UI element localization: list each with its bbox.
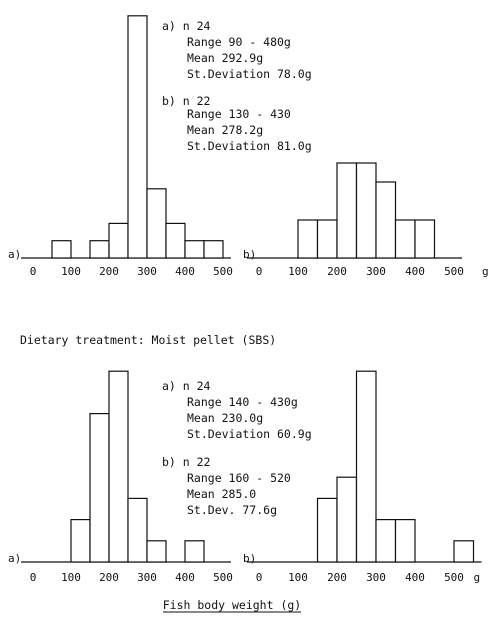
bottom-a-tick-label: 100 (61, 571, 81, 584)
top-b-bar (355, 162, 377, 259)
bottom-a-histogram: 0 100 200 300 400 500 a) (8, 370, 233, 584)
x-axis-title: Fish body weight (g) (163, 598, 301, 612)
top-b-range: Range 130 - 430 (187, 107, 291, 121)
bottom-b-sd: St.Dev. 77.6g (187, 503, 277, 517)
bottom-b-n: b) n 22 (162, 455, 210, 469)
top-a-tick-label: 0 (30, 265, 37, 278)
top-a-tick-label: 100 (61, 265, 81, 278)
top-b-panel-label: b) (243, 248, 256, 261)
top-b-bar (297, 219, 319, 259)
top-a-bar (146, 188, 167, 259)
bottom-b-tick-label: 200 (327, 571, 347, 584)
top-b-x-unit: g (482, 265, 489, 278)
bottom-a-mean: Mean 230.0g (187, 411, 263, 425)
bottom-b-tick-label: 400 (405, 571, 425, 584)
top-a-tick-label: 400 (175, 265, 195, 278)
bottom-b-bar (336, 476, 358, 563)
bottom-b-x-unit: g (474, 571, 481, 584)
top-b-tick-label: 300 (366, 265, 386, 278)
bottom-b-tick-label: 100 (288, 571, 308, 584)
top-a-tick-label: 500 (213, 265, 233, 278)
bottom-a-bar (184, 540, 205, 563)
top-a-n: a) n 24 (162, 19, 211, 33)
top-a-bar (203, 240, 224, 259)
top-a-histogram: 0 100 200 300 400 500 a) (8, 15, 233, 278)
top-a-bar (89, 240, 110, 259)
bottom-a-bar (70, 518, 91, 563)
bottom-a-panel-label: a) (8, 552, 21, 565)
top-b-n: b) n 22 (162, 94, 210, 108)
bottom-b-tick-label: 300 (366, 571, 386, 584)
top-a-sd: St.Deviation 78.0g (187, 67, 312, 81)
top-b-tick-label: 100 (288, 265, 308, 278)
top-b-bar (316, 219, 338, 259)
bottom-b-tick-label: 500 (444, 571, 464, 584)
top-a-bar (127, 15, 148, 259)
top-a-bar (165, 222, 186, 259)
bottom-b-histogram: 0 100 200 300 400 500 g b) (243, 370, 482, 584)
bottom-a-tick-label: 300 (137, 571, 157, 584)
treatment-caption: Dietary treatment: Moist pellet (SBS) (20, 333, 276, 347)
bottom-a-range: Range 140 - 430g (187, 395, 298, 409)
bottom-b-bar (355, 370, 377, 563)
top-a-tick-label: 300 (137, 265, 157, 278)
top-a-bar (108, 222, 129, 259)
top-b-tick-label: 400 (405, 265, 425, 278)
bottom-a-bar (108, 370, 129, 563)
bottom-a-tick-label: 0 (30, 571, 37, 584)
top-b-histogram: 0 100 200 300 400 500 g b) (243, 162, 489, 278)
bottom-a-tick-label: 400 (175, 571, 195, 584)
bottom-a-bar (146, 540, 167, 563)
bottom-b-tick-label: 0 (256, 571, 263, 584)
bottom-b-bar (394, 518, 416, 563)
top-a-bar (51, 240, 72, 259)
bottom-b-bar (375, 518, 397, 563)
top-b-tick-label: 200 (327, 265, 347, 278)
bottom-a-tick-label: 200 (99, 571, 119, 584)
top-b-mean: Mean 278.2g (187, 123, 263, 137)
top-a-mean: Mean 292.9g (187, 51, 263, 65)
top-a-bar (184, 240, 205, 259)
top-b-bar (375, 181, 397, 259)
top-b-tick-label: 500 (444, 265, 464, 278)
top-b-bar (414, 219, 436, 259)
bottom-b-panel-label: b) (243, 552, 256, 565)
top-a-panel-label: a) (8, 248, 21, 261)
bottom-a-sd: St.Deviation 60.9g (187, 427, 312, 441)
bottom-a-bar (127, 497, 148, 563)
bottom-b-mean: Mean 285.0 (187, 487, 256, 501)
bottom-a-n: a) n 24 (162, 379, 211, 393)
top-b-tick-label: 0 (256, 265, 263, 278)
top-b-bar (394, 219, 416, 259)
top-b-bar (336, 162, 358, 259)
bottom-b-range: Range 160 - 520 (187, 471, 291, 485)
top-a-tick-label: 200 (99, 265, 119, 278)
top-a-range: Range 90 - 480g (187, 35, 291, 49)
top-b-sd: St.Deviation 81.0g (187, 139, 312, 153)
bottom-a-bar (89, 413, 110, 563)
bottom-b-bar (316, 497, 338, 563)
bottom-a-tick-label: 500 (213, 571, 233, 584)
bottom-b-bar (453, 540, 475, 563)
